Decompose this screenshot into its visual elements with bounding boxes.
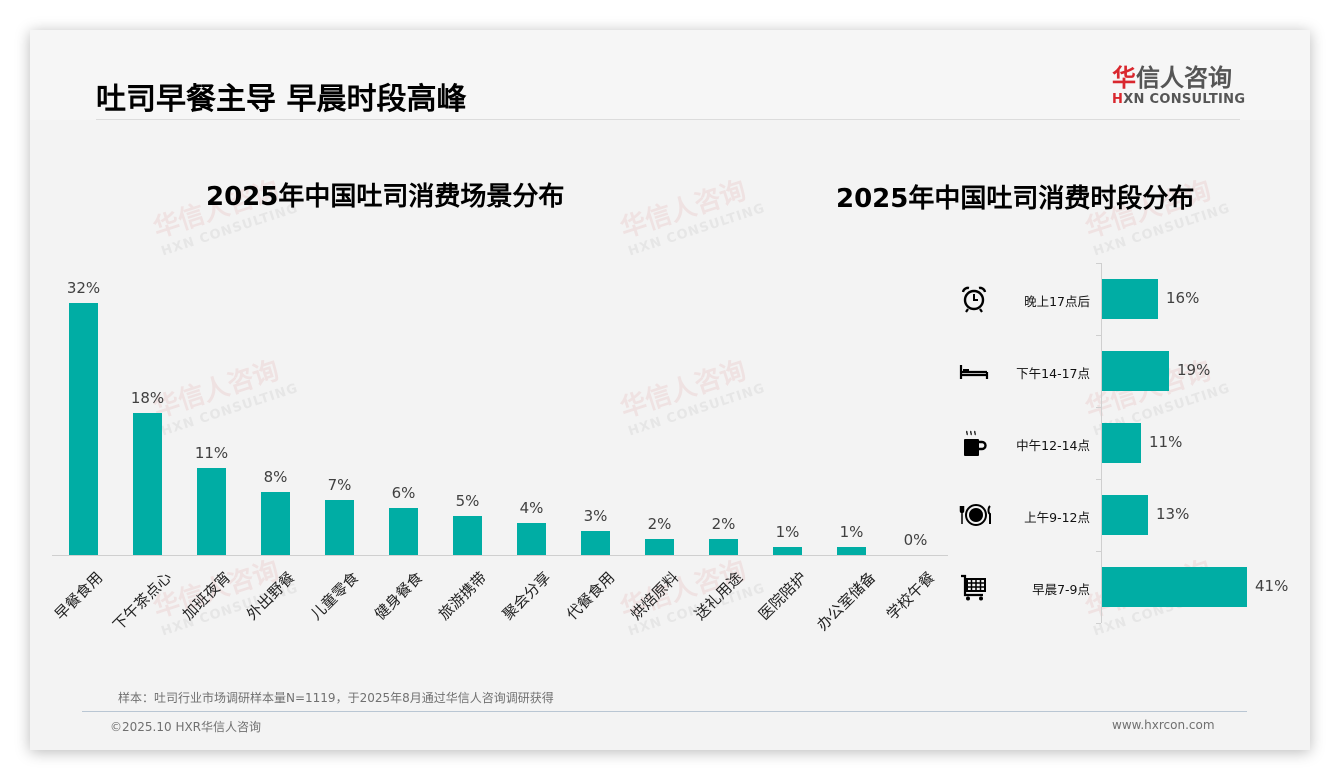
category-label: 烘焙原料 [627, 568, 683, 624]
category-label: 旅游携带 [435, 568, 491, 624]
axis-tick [1096, 551, 1101, 552]
logo-text-cn: 华信人咨询 [1112, 64, 1232, 92]
value-label: 11% [194, 444, 229, 462]
bar [1102, 351, 1169, 391]
category-label: 外出野餐 [243, 568, 299, 624]
axis-tick [1096, 479, 1101, 480]
bar [453, 516, 482, 555]
value-label: 1% [839, 523, 864, 541]
value-label: 2% [711, 515, 736, 533]
axis-tick [1096, 623, 1101, 624]
value-label: 16% [1166, 289, 1200, 307]
value-label: 0% [903, 531, 928, 549]
category-label: 下午14-17点 [1016, 366, 1090, 381]
time-chart-title: 2025年中国吐司消费时段分布 [836, 184, 1195, 214]
category-label: 晚上17点后 [1024, 294, 1090, 309]
y-axis-line [1101, 263, 1102, 623]
value-label: 7% [327, 476, 352, 494]
value-label: 41% [1255, 577, 1289, 595]
bar [261, 492, 290, 555]
category-label: 早晨7-9点 [1032, 582, 1090, 597]
time-distribution-chart: 晚上17点后 16% 下午14-17点 19% 中午12-14点 11% 上午9-12点 13… [940, 260, 1300, 630]
shopping-cart-icon [959, 572, 989, 602]
bar [709, 539, 738, 555]
category-label: 代餐食用 [563, 568, 619, 624]
company-logo: 华信人咨询 HXN CONSULTING [1112, 64, 1246, 107]
axis-tick [1096, 263, 1101, 264]
bar [69, 303, 98, 555]
value-label: 8% [263, 468, 288, 486]
scene-chart-title: 2025年中国吐司消费场景分布 [206, 182, 565, 212]
category-label: 健身餐食 [371, 568, 427, 624]
category-label: 加班夜宵 [179, 568, 235, 624]
category-label: 医院陪护 [755, 568, 811, 624]
value-label: 6% [391, 484, 416, 502]
value-label: 4% [519, 499, 544, 517]
alarm-clock-icon [959, 284, 989, 314]
category-label: 办公室储备 [812, 568, 879, 635]
category-label: 送礼用途 [691, 568, 747, 624]
value-label: 32% [66, 279, 101, 297]
footer-divider [82, 711, 1247, 712]
value-label: 2% [647, 515, 672, 533]
category-label: 上午9-12点 [1024, 510, 1090, 525]
category-label: 下午茶点心 [108, 568, 175, 635]
value-label: 18% [130, 389, 165, 407]
x-axis-line [52, 555, 948, 556]
category-label: 聚会分享 [499, 568, 555, 624]
bar [645, 539, 674, 555]
scene-distribution-chart: 32% 早餐食用 18% 下午茶点心 11% 加班夜宵 8% 外出野餐 7% 儿童零食 6% 健身餐食… [30, 30, 950, 670]
category-label: 早餐食用 [51, 568, 107, 624]
category-label: 儿童零食 [307, 568, 363, 624]
value-label: 13% [1156, 505, 1190, 523]
bar [837, 547, 866, 555]
value-label: 3% [583, 507, 608, 525]
value-label: 11% [1149, 433, 1183, 451]
bar [773, 547, 802, 555]
title-divider [96, 119, 1240, 120]
bar [517, 523, 546, 555]
value-label: 19% [1177, 361, 1211, 379]
bar [325, 500, 354, 555]
value-label: 1% [775, 523, 800, 541]
coffee-mug-icon [959, 428, 989, 458]
bar [581, 531, 610, 555]
plate-cutlery-icon [959, 500, 991, 530]
value-label: 5% [455, 492, 480, 510]
bar [1102, 495, 1148, 535]
header-band [30, 30, 1310, 120]
axis-tick [1096, 407, 1101, 408]
category-label: 学校午餐 [883, 568, 939, 624]
axis-tick [1096, 335, 1101, 336]
bar [1102, 279, 1158, 319]
bar [133, 413, 162, 555]
page-title: 吐司早餐主导 早晨时段高峰 [96, 82, 467, 117]
bar [1102, 423, 1141, 463]
sample-note: 样本：吐司行业市场调研样本量N=1119，于2025年8月通过华信人咨询调研获得 [118, 691, 554, 705]
category-label: 中午12-14点 [1016, 438, 1090, 453]
bar [1102, 567, 1247, 607]
bar [197, 468, 226, 555]
slide: 吐司早餐主导 早晨时段高峰 华信人咨询 HXN CONSULTING 华信人咨询… [30, 30, 1310, 750]
bar [389, 508, 418, 555]
website-link[interactable]: www.hxrcon.com [1112, 718, 1215, 732]
logo-text-en: HXN CONSULTING [1112, 92, 1246, 107]
bed-icon [959, 356, 989, 386]
copyright-text: ©2025.10 HXR华信人咨询 [110, 720, 262, 734]
